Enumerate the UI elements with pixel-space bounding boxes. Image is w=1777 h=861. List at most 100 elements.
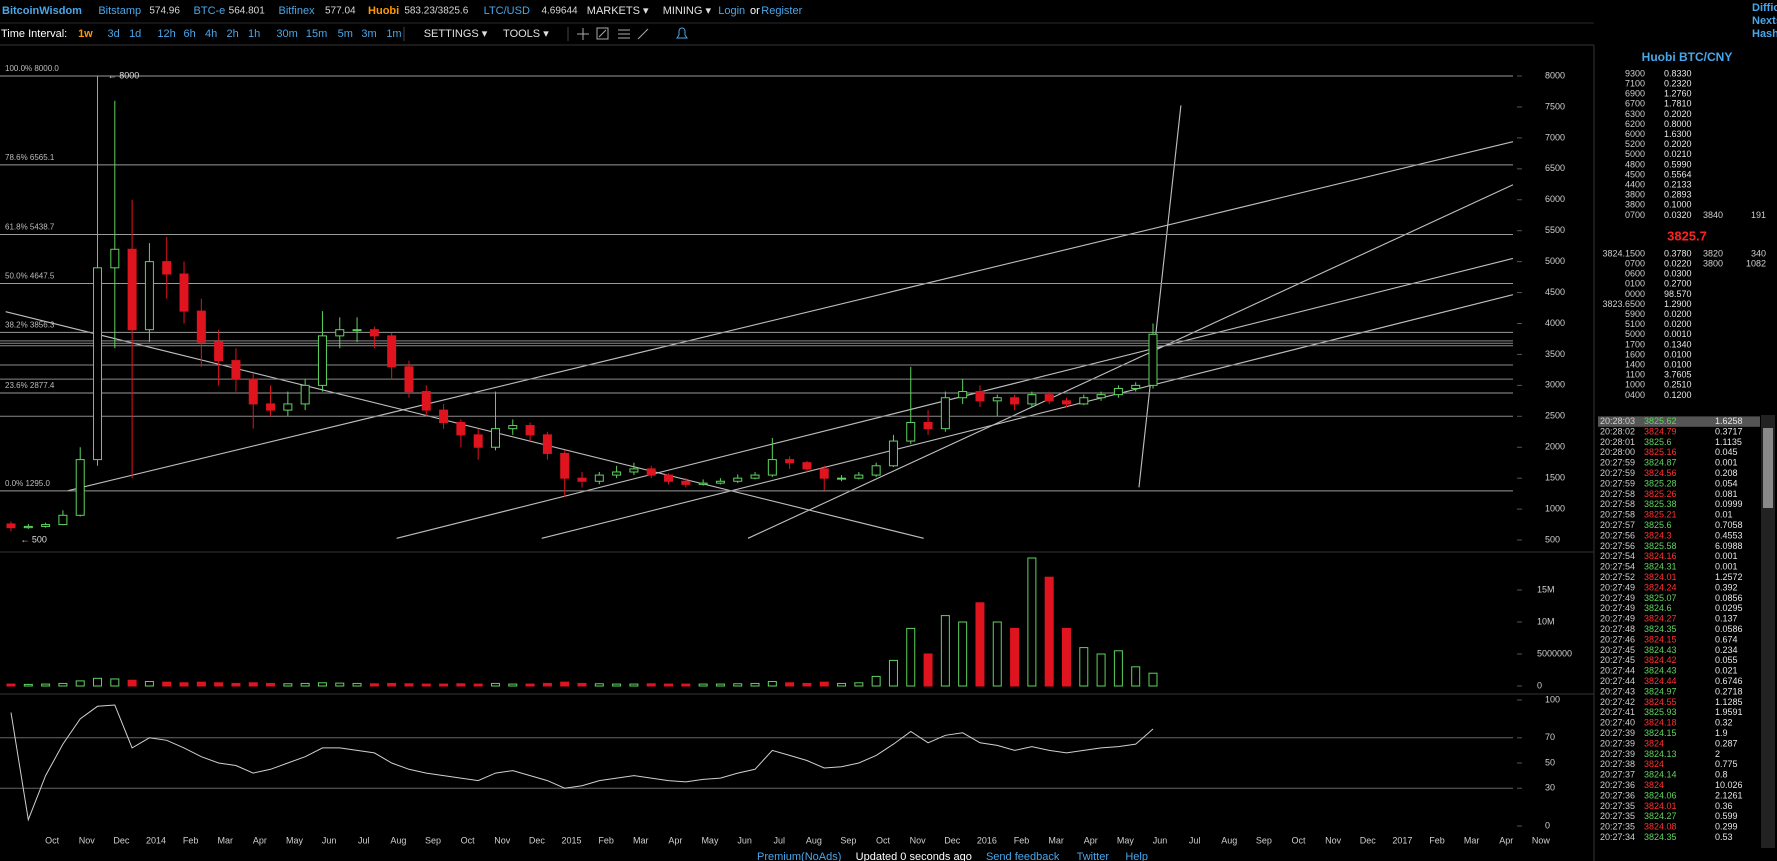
x-tick-label: Nov [1325, 835, 1342, 845]
trade-price: 3824.55 [1644, 697, 1677, 707]
volume-bar [179, 682, 189, 687]
x-tick-label: Feb [598, 835, 614, 845]
interval-button[interactable]: 30m [276, 28, 297, 40]
header-link[interactable]: Login [718, 5, 745, 17]
volume-bar [75, 680, 85, 687]
trade-price: 3825.28 [1644, 478, 1677, 488]
volume-bar [681, 683, 691, 687]
order-book-cell: 1.2760 [1664, 89, 1692, 99]
header-link[interactable]: Huobi [368, 5, 399, 17]
volume-bar [369, 683, 379, 687]
order-book-cell: 3800 [1625, 190, 1645, 200]
footer-link[interactable]: Premium(NoAds) [757, 851, 841, 861]
volume-bar [508, 683, 518, 687]
icon[interactable] [637, 28, 649, 40]
volume-bar [456, 683, 466, 687]
candle-body [542, 434, 552, 454]
trade-amount: 0.01 [1715, 510, 1733, 520]
candle-body [473, 434, 483, 448]
header-link[interactable]: LTC/USD [484, 5, 530, 17]
x-tick-label: Dec [944, 835, 961, 845]
trade-price: 3824.87 [1644, 458, 1677, 468]
trade-time: 20:27:56 [1600, 530, 1635, 540]
trade-time: 20:27:48 [1600, 624, 1635, 634]
fib-label: 50.0% 4647.5 [5, 272, 55, 281]
x-tick-label: Feb [183, 835, 199, 845]
interval-button[interactable]: 15m [306, 28, 327, 40]
interval-button[interactable]: 5m [338, 28, 353, 40]
volume-bar [664, 683, 674, 687]
interval-button[interactable]: 4h [205, 28, 217, 40]
trade-price: 3824.27 [1644, 811, 1677, 821]
order-book-cell: 3820 [1703, 248, 1723, 258]
trade-price: 3825.07 [1644, 593, 1677, 603]
volume-bar [819, 681, 829, 687]
order-book-cell: 0700 [1625, 258, 1645, 268]
interval-button[interactable]: 3d [108, 28, 120, 40]
interval-button[interactable]: 1w [78, 28, 93, 40]
trade-price: 3824.01 [1644, 572, 1677, 582]
y-tick-label: 4500 [1545, 287, 1565, 297]
candle-body [560, 452, 570, 479]
volume-bar [802, 682, 812, 687]
order-book-cell: 0000 [1625, 289, 1645, 299]
icon[interactable] [598, 29, 607, 38]
header-link[interactable]: MINING ▾ [663, 5, 712, 17]
candle-body [387, 335, 397, 368]
footer-link[interactable]: Help [1125, 851, 1148, 861]
icon[interactable] [596, 27, 609, 40]
header-stat-link[interactable]: Hash [1752, 28, 1777, 40]
order-book-cell: 5200 [1625, 139, 1645, 149]
interval-button[interactable]: 12h [157, 28, 175, 40]
header-stat-link[interactable]: Diffic [1752, 2, 1777, 14]
x-tick-label: Aug [806, 835, 822, 845]
order-book-cell: 0.1340 [1664, 339, 1692, 349]
trade-time: 20:27:59 [1600, 468, 1635, 478]
header-link[interactable]: MARKETS ▾ [587, 5, 649, 17]
interval-button[interactable]: 6h [183, 28, 195, 40]
trade-price: 3824.18 [1644, 718, 1677, 728]
fib-label: 38.2% 3856.3 [5, 321, 55, 330]
y-tick-label: 2500 [1545, 411, 1565, 421]
candle-body [923, 421, 933, 430]
y-tick-label: 3500 [1545, 349, 1565, 359]
y-tick-label: 500 [1545, 534, 1560, 544]
order-book-cell: 0.2020 [1664, 139, 1692, 149]
trade-time: 20:27:42 [1600, 697, 1635, 707]
interval-button[interactable]: TOOLS ▾ [503, 28, 549, 40]
interval-button[interactable]: 1m [386, 28, 401, 40]
footer-link[interactable]: Send feedback [986, 851, 1060, 861]
candle-body [127, 248, 137, 331]
last-price: 3825.7 [1667, 228, 1707, 243]
interval-button[interactable]: 2h [227, 28, 239, 40]
volume-bar [127, 679, 137, 687]
y-tick-label: 7000 [1545, 132, 1565, 142]
header-stat-link[interactable]: Nexts [1752, 15, 1777, 27]
candle-body [750, 474, 760, 479]
interval-button[interactable]: 1d [129, 28, 141, 40]
trade-time: 20:27:49 [1600, 593, 1635, 603]
trade-amount: 0.001 [1715, 551, 1738, 561]
candle-body [352, 329, 362, 332]
x-tick-label: Jun [322, 835, 337, 845]
x-tick-label: Oct [461, 835, 476, 845]
trade-amount: 0.0856 [1715, 593, 1743, 603]
interval-button[interactable]: 1h [248, 28, 260, 40]
header-link[interactable]: BitcoinWisdom [2, 5, 82, 17]
header-link[interactable]: Register [761, 5, 802, 17]
footer-link[interactable]: Twitter [1077, 851, 1110, 861]
trade-time: 20:27:38 [1600, 759, 1635, 769]
interval-button[interactable]: 3m [361, 28, 376, 40]
interval-button[interactable]: SETTINGS ▾ [424, 28, 488, 40]
candle-body [439, 409, 449, 423]
header-link[interactable]: Bitfinex [279, 5, 316, 17]
order-book-cell: 6900 [1625, 89, 1645, 99]
candle-body [404, 366, 414, 393]
header-link[interactable]: BTC-e [194, 5, 226, 17]
icon[interactable] [676, 27, 688, 39]
header-link[interactable]: Bitstamp [98, 5, 141, 17]
trade-time: 20:27:35 [1600, 822, 1635, 832]
x-tick-label: Mar [633, 835, 649, 845]
scrollbar-thumb[interactable] [1763, 428, 1773, 508]
trade-price: 3824.16 [1644, 551, 1677, 561]
